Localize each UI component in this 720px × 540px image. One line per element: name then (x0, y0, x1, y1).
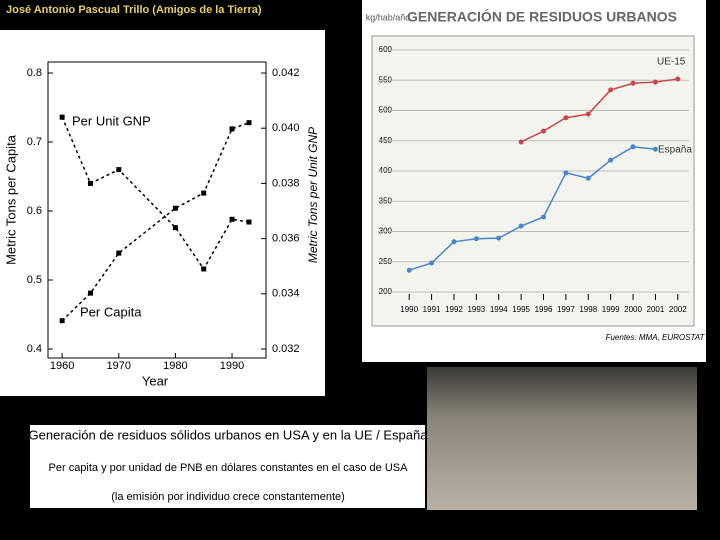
data-point (652, 146, 658, 152)
x-tick-label: 1998 (579, 305, 597, 314)
data-point (201, 190, 207, 196)
y-axis-label: Metric Tons per Capita (3, 134, 18, 265)
data-point (246, 219, 252, 225)
x-tick-label: 1997 (557, 305, 575, 314)
data-point (172, 225, 178, 231)
data-point (116, 167, 122, 173)
x-tick-label: 1993 (467, 305, 485, 314)
x-tick-label: 1994 (490, 305, 508, 314)
y-tick-label: 0.4 (27, 343, 42, 355)
x-tick-label: 1991 (423, 305, 441, 314)
data-point (585, 111, 591, 117)
y-tick-label: 0.6 (27, 205, 42, 217)
data-point (87, 290, 93, 296)
data-point (201, 266, 207, 272)
caption-box (30, 425, 425, 508)
x-tick-label: 1990 (220, 360, 244, 372)
data-point (675, 76, 681, 82)
x-tick-label: 1992 (445, 305, 463, 314)
chart-title: GENERACIÓN DE RESIDUOS URBANOS (407, 8, 677, 25)
data-point (406, 267, 412, 273)
photo (427, 367, 697, 510)
x-tick-label: 1990 (400, 305, 418, 314)
x-tick-label: 2000 (624, 305, 642, 314)
y2-tick-label: 0.038 (272, 177, 300, 189)
x-tick-label: 1995 (512, 305, 530, 314)
y2-tick-label: 0.032 (272, 343, 300, 355)
data-point (451, 239, 457, 245)
data-point (172, 205, 178, 211)
x-tick-label: 1999 (602, 305, 620, 314)
usa-chart-bg (0, 30, 325, 396)
usa-frame (47, 61, 267, 359)
data-point (608, 157, 614, 163)
series-label: Per Capita (80, 304, 142, 319)
x-axis-label: Year (142, 373, 169, 388)
data-point (59, 318, 65, 324)
author: José Antonio Pascual Trillo (Amigos de l… (6, 4, 262, 16)
data-point (518, 223, 524, 229)
data-point (630, 80, 636, 86)
data-point (246, 120, 252, 126)
data-point (652, 79, 658, 85)
data-point (563, 115, 569, 121)
x-tick-label: 2002 (669, 305, 687, 314)
series-label: UE-15 (657, 57, 686, 68)
x-tick-label: 1996 (535, 305, 553, 314)
y-tick-label: 0.7 (27, 136, 42, 148)
y2-tick-label: 0.034 (272, 288, 300, 300)
y-tick-label: 0.5 (27, 274, 42, 286)
data-point (585, 175, 591, 181)
y-axis-label: kg/hab/año (366, 12, 411, 22)
x-tick-label: 1980 (163, 360, 187, 372)
data-point (563, 170, 569, 176)
data-point (59, 114, 65, 120)
spain-frame (371, 35, 695, 327)
data-point (429, 260, 435, 266)
y2-tick-label: 0.036 (272, 233, 300, 245)
y2-tick-label: 0.040 (272, 122, 300, 134)
source: Fuentes: MMA, EUROSTAT (606, 333, 706, 342)
x-tick-label: 2001 (647, 305, 665, 314)
series-line (408, 146, 656, 271)
data-point (473, 236, 479, 242)
x-tick-label: 1960 (50, 360, 74, 372)
data-point (229, 216, 235, 222)
data-point (541, 128, 546, 134)
data-point (518, 139, 524, 145)
data-point (630, 144, 636, 150)
data-point (541, 214, 546, 220)
data-point (496, 235, 502, 241)
caption-title: Generación de residuos sólidos urbanos e… (29, 427, 429, 442)
caption-line: (la emisión por individuo crece constant… (111, 491, 345, 503)
y2-tick-label: 0.042 (272, 67, 300, 79)
y2-axis-label: Metric Tons per Unit GNP (306, 127, 320, 263)
series-line (520, 78, 678, 143)
y-tick-label: 0.8 (27, 67, 42, 79)
caption-line: Per capita y por unidad de PNB en dólare… (49, 462, 409, 474)
data-point (608, 87, 614, 93)
data-point (87, 180, 93, 186)
data-point (229, 126, 235, 132)
x-tick-label: 1970 (107, 360, 131, 372)
series-label: España (658, 145, 692, 156)
data-point (116, 250, 122, 256)
series-label: Per Unit GNP (72, 113, 151, 128)
